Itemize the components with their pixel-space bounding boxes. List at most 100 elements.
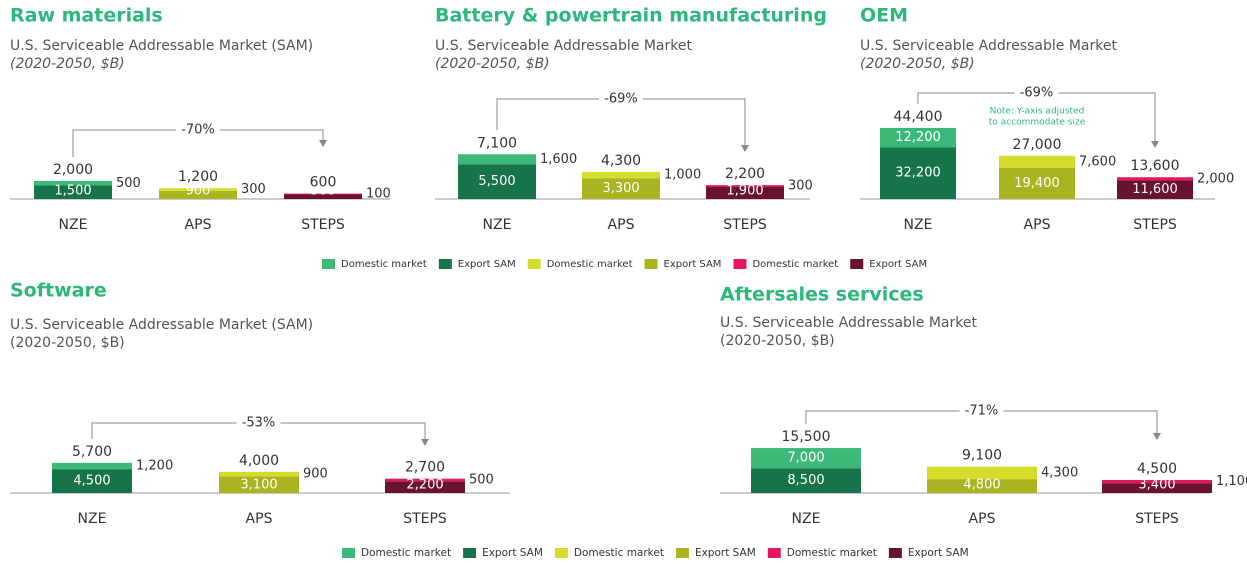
legend-swatch [438,259,452,269]
segment-label: 1,600 [540,152,577,167]
panel-subtitle: U.S. Serviceable Addressable Market [435,38,692,54]
legend-label: Export SAM [458,259,516,270]
segment-label: 2,000 [1197,171,1234,186]
bar-segment [1117,177,1193,181]
annotation-bg [959,403,1004,419]
bar-segment [927,479,1037,493]
total-label: 9,100 [962,448,1002,464]
segment-label: 1,500 [54,184,91,199]
category-label: NZE [483,217,512,233]
bar-segment [52,469,132,493]
segment-label: 300 [788,179,813,194]
bar-segment [582,178,660,199]
segment-label: 19,400 [1014,176,1060,191]
panel-subtitle: (2020-2050, $B) [10,335,125,351]
panel-subtitle: (2020-2050, $B) [720,333,835,349]
change-annotation: -70% [181,123,215,138]
category-label: NZE [59,217,88,233]
segment-label: 3,300 [602,181,639,196]
bar-segment [751,448,861,469]
segment-label: 7,000 [787,451,824,466]
category-label: STEPS [403,511,447,527]
total-label: 1,200 [178,169,218,185]
bar-segment [880,147,956,199]
bar-segment [34,185,112,199]
segment-label: 3,100 [240,477,277,492]
legend-swatch [342,548,355,558]
segment-label: 500 [116,176,141,191]
legend-label: Export SAM [695,547,756,559]
segment-label: 1,100 [1216,474,1247,489]
legend-swatch [644,259,658,269]
legend-label: Export SAM [908,547,969,559]
bar-segment [706,185,784,188]
category-label: STEPS [1135,511,1179,527]
total-label: 2,700 [405,460,445,476]
total-label: 600 [310,175,337,191]
panel-title: Software [10,280,107,302]
panel-title: Raw materials [10,5,163,27]
category-label: APS [185,217,212,233]
change-annotation: -53% [242,416,276,431]
segment-label: 11,600 [1132,182,1178,197]
bar-segment [159,188,237,191]
legend-swatch [888,548,902,558]
legend-label: Domestic market [752,259,838,270]
panel-subtitle: (2020-2050, $B) [10,56,125,72]
segment-label: 4,300 [1041,465,1078,480]
legend-label: Domestic market [574,547,664,559]
bar-segment [385,481,465,493]
panel-title: Battery & powertrain manufacturing [435,5,827,27]
category-label: APS [608,217,635,233]
legend-label: Export SAM [482,547,543,559]
total-label: 2,200 [725,166,765,182]
legend-swatch [767,548,781,558]
segment-label: 12,200 [895,130,941,145]
total-label: 7,100 [477,135,517,151]
annotation-bg [1014,85,1059,101]
total-label: 2,000 [53,162,93,178]
segment-label: 4,500 [73,474,110,489]
segment-label: 100 [366,187,391,202]
legend-swatch [733,259,747,269]
panel-subtitle: U.S. Serviceable Addressable Market (SAM… [10,38,313,54]
bar-segment [999,155,1075,168]
arrow-head [1151,141,1159,148]
bar-segment [52,462,132,470]
legend-label: Domestic market [787,547,877,559]
bar-segment [284,194,362,199]
legend-swatch [675,548,689,558]
bar-segment [1102,483,1212,493]
category-label: STEPS [723,217,767,233]
segment-label: 3,400 [1138,478,1175,493]
category-label: APS [246,511,273,527]
bar-segment [582,171,660,179]
total-label: 4,500 [1137,461,1177,477]
segment-label: 1,900 [726,184,763,199]
annotation-bg [236,415,281,431]
panel-subtitle: U.S. Serviceable Addressable Market (SAM… [10,317,313,333]
bar-segment [458,154,536,165]
category-label: NZE [792,511,821,527]
arrow-head [421,439,429,446]
arrow-head [741,145,749,152]
panel-title: Aftersales services [720,284,924,306]
change-annotation: -71% [965,404,999,419]
segment-label: 7,600 [1079,154,1116,169]
panel-subtitle: U.S. Serviceable Addressable Market [720,315,977,331]
arrow-head [1153,433,1161,440]
total-label: 15,500 [782,429,831,445]
category-label: NZE [904,217,933,233]
bar-segment [927,466,1037,480]
segment-label: 1,200 [136,458,173,473]
segment-label: 500 [311,184,336,199]
total-label: 13,600 [1131,158,1180,174]
bar-segment [751,468,861,493]
segment-label: 5,500 [478,174,515,189]
total-label: 27,000 [1013,137,1062,153]
segment-label: 8,500 [787,473,824,488]
segment-label: 500 [469,473,494,488]
bar-segment [1102,479,1212,484]
bar-segment [458,164,536,199]
